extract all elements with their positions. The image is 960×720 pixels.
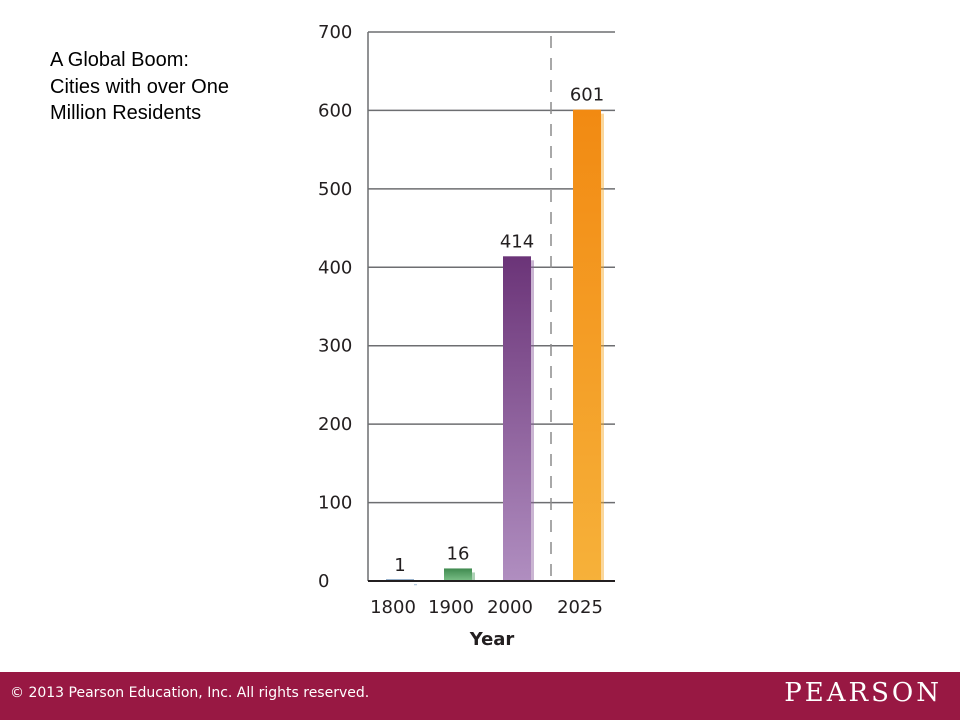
data-label-1800: 1: [394, 555, 405, 576]
bar-chart: 0 100 200 300 400 500 600 700 1 16 414 601 1800 190…: [318, 22, 615, 650]
x-axis-tick-labels: 1800 1900 2000 2025: [370, 597, 603, 618]
data-label-1900: 16: [447, 543, 470, 564]
copyright-text: © 2013 Pearson Education, Inc. All right…: [10, 685, 370, 701]
pearson-logo: PEARSON: [784, 678, 942, 708]
title-line-3: Million Residents: [50, 102, 202, 124]
bar-shade-1800: [414, 584, 417, 586]
bar-shade-2025: [601, 113, 604, 581]
x-tick-label-1800: 1800: [370, 597, 416, 618]
x-axis-title: Year: [469, 629, 515, 650]
title-line-1: A Global Boom:: [50, 49, 189, 71]
bars: [386, 109, 604, 586]
data-labels: 1 16 414 601: [394, 85, 604, 577]
y-tick-label-300: 300: [318, 336, 352, 357]
y-tick-label-500: 500: [318, 179, 352, 200]
bar-1900: [444, 568, 472, 581]
bar-shade-2000: [531, 260, 534, 581]
y-axis-tick-labels: 0 100 200 300 400 500 600 700: [318, 22, 352, 592]
x-tick-label-2000: 2000: [487, 597, 533, 618]
y-tick-label-100: 100: [318, 493, 352, 514]
slide-title: A Global Boom: Cities with over One Mill…: [50, 47, 280, 127]
y-tick-label-700: 700: [318, 22, 352, 43]
x-tick-label-1900: 1900: [428, 597, 474, 618]
bar-2025: [573, 109, 601, 581]
bar-2000: [503, 256, 531, 581]
x-tick-label-2025: 2025: [557, 597, 603, 618]
footer-bar: © 2013 Pearson Education, Inc. All right…: [0, 672, 960, 720]
y-tick-label-0: 0: [318, 571, 329, 592]
data-label-2000: 414: [500, 231, 534, 252]
data-label-2025: 601: [570, 85, 604, 106]
y-tick-label-600: 600: [318, 100, 352, 121]
y-tick-label-400: 400: [318, 257, 352, 278]
y-tick-label-200: 200: [318, 414, 352, 435]
title-line-2: Cities with over One: [50, 75, 229, 98]
bar-shade-1900: [472, 572, 475, 581]
